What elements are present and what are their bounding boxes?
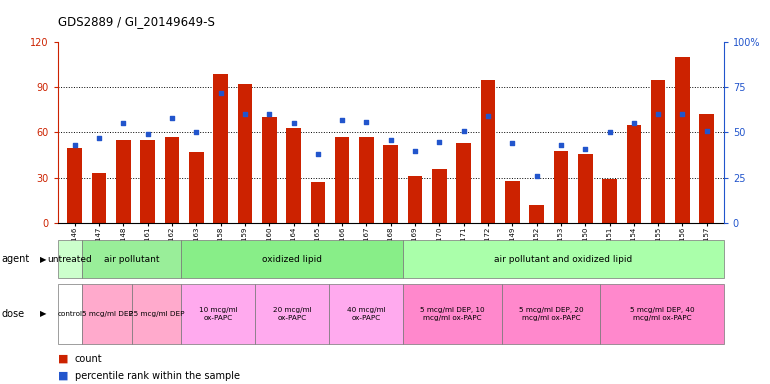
Bar	[457, 143, 471, 223]
Text: control: control	[58, 311, 82, 317]
Bar	[432, 169, 447, 223]
Point	[93, 135, 105, 141]
Point	[239, 111, 251, 118]
Bar	[403, 284, 502, 344]
Bar	[116, 140, 131, 223]
Bar	[140, 140, 155, 223]
Point	[117, 121, 129, 127]
Bar	[181, 284, 255, 344]
Bar	[651, 80, 665, 223]
Text: 5 mcg/ml DEP, 40
mcg/ml ox-PAPC: 5 mcg/ml DEP, 40 mcg/ml ox-PAPC	[630, 307, 695, 321]
Bar	[502, 284, 601, 344]
Bar	[310, 182, 325, 223]
Bar	[329, 284, 403, 344]
Bar	[383, 144, 398, 223]
Point	[457, 127, 470, 134]
Bar	[189, 152, 203, 223]
Text: oxidized lipid: oxidized lipid	[262, 255, 322, 264]
Point	[531, 173, 543, 179]
Text: air pollutant and oxidized lipid: air pollutant and oxidized lipid	[494, 255, 633, 264]
Bar	[408, 176, 423, 223]
Text: ■: ■	[58, 354, 69, 364]
Bar	[578, 154, 593, 223]
Bar	[403, 240, 724, 278]
Bar	[359, 137, 373, 223]
Bar	[627, 125, 641, 223]
Text: GDS2889 / GI_20149649-S: GDS2889 / GI_20149649-S	[58, 15, 215, 28]
Text: 20 mcg/ml
ox-PAPC: 20 mcg/ml ox-PAPC	[273, 307, 311, 321]
Bar	[92, 173, 106, 223]
Bar	[529, 205, 544, 223]
Point	[628, 121, 640, 127]
Text: ▶: ▶	[40, 255, 46, 264]
Text: untreated: untreated	[48, 255, 92, 264]
Text: ■: ■	[58, 371, 69, 381]
Text: count: count	[75, 354, 102, 364]
Point	[263, 111, 276, 118]
Bar	[262, 118, 276, 223]
Bar	[505, 180, 520, 223]
Point	[604, 129, 616, 136]
Point	[385, 137, 397, 143]
Bar	[255, 284, 329, 344]
Point	[652, 111, 665, 118]
Text: 5 mcg/ml DEP, 10
mcg/ml ox-PAPC: 5 mcg/ml DEP, 10 mcg/ml ox-PAPC	[420, 307, 485, 321]
Text: air pollutant: air pollutant	[104, 255, 159, 264]
Text: percentile rank within the sample: percentile rank within the sample	[75, 371, 239, 381]
Bar	[286, 128, 301, 223]
Bar	[213, 74, 228, 223]
Text: 5 mcg/ml DEP, 20
mcg/ml ox-PAPC: 5 mcg/ml DEP, 20 mcg/ml ox-PAPC	[519, 307, 584, 321]
Bar	[82, 240, 181, 278]
Bar	[181, 240, 403, 278]
Point	[166, 115, 178, 121]
Point	[312, 151, 324, 157]
Point	[554, 142, 567, 148]
Text: 25 mcg/ml DEP: 25 mcg/ml DEP	[129, 311, 184, 317]
Point	[69, 142, 81, 148]
Text: 5 mcg/ml DEP: 5 mcg/ml DEP	[82, 311, 132, 317]
Bar	[675, 57, 690, 223]
Bar	[554, 151, 568, 223]
Point	[579, 146, 591, 152]
Point	[482, 113, 494, 119]
Point	[336, 117, 348, 123]
Point	[287, 121, 300, 127]
Point	[409, 147, 421, 154]
Bar	[238, 84, 253, 223]
Bar	[165, 137, 179, 223]
Text: dose: dose	[2, 309, 25, 319]
Point	[215, 90, 227, 96]
Bar	[602, 179, 617, 223]
Bar	[58, 284, 82, 344]
Bar	[132, 284, 181, 344]
Bar	[58, 240, 82, 278]
Point	[190, 129, 203, 136]
Bar	[68, 147, 82, 223]
Point	[360, 119, 373, 125]
Bar	[335, 137, 350, 223]
Point	[676, 111, 688, 118]
Bar	[480, 80, 495, 223]
Text: 10 mcg/ml
ox-PAPC: 10 mcg/ml ox-PAPC	[199, 307, 237, 321]
Point	[142, 131, 154, 137]
Text: agent: agent	[2, 254, 30, 264]
Bar	[699, 114, 714, 223]
Text: 40 mcg/ml
ox-PAPC: 40 mcg/ml ox-PAPC	[346, 307, 386, 321]
Bar	[82, 284, 132, 344]
Text: ▶: ▶	[40, 310, 46, 318]
Point	[434, 139, 446, 145]
Point	[506, 140, 518, 146]
Bar	[601, 284, 724, 344]
Point	[701, 127, 713, 134]
